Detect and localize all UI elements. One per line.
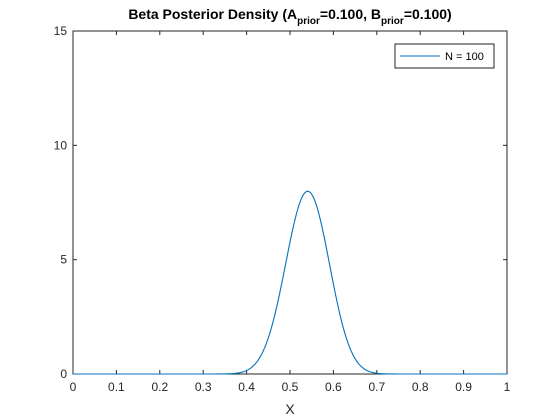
x-tick-label: 0.6 (325, 380, 342, 394)
chart-title-a-value: =0.100, B (320, 6, 381, 22)
chart-title-b-value: =0.100) (404, 6, 452, 22)
x-tick-label: 0 (70, 380, 77, 394)
chart-title-b-subscript: prior (381, 16, 404, 27)
legend-entry-n-100: N = 100 (445, 51, 484, 63)
legend: N = 100 (394, 43, 495, 69)
x-axis-label: X (285, 401, 295, 417)
chart-title-prefix: Beta Posterior Density (A (128, 6, 297, 22)
chart-title: Beta Posterior Density (Aprior=0.100, Bp… (128, 6, 451, 27)
y-tick-label: 10 (54, 138, 68, 152)
x-tick-label: 0.7 (368, 380, 385, 394)
y-tick-label: 15 (54, 24, 68, 38)
y-tick-label: 5 (60, 253, 67, 267)
x-tick-label: 0.1 (108, 380, 125, 394)
x-tick-label: 0.9 (455, 380, 472, 394)
x-tick-label: 0.3 (195, 380, 212, 394)
x-tick-label: 0.2 (151, 380, 168, 394)
series-line-n-100 (73, 190, 507, 375)
x-tick-label: 0.8 (412, 380, 429, 394)
y-tick-label: 0 (60, 367, 67, 381)
x-tick-label: 0.4 (238, 380, 255, 394)
x-tick-label: 1 (504, 380, 511, 394)
x-tick-label: 0.5 (282, 380, 299, 394)
axes-box (72, 30, 508, 375)
chart-title-a-subscript: prior (297, 16, 320, 27)
y-axis-ticks: 0 5 10 15 (54, 24, 507, 381)
